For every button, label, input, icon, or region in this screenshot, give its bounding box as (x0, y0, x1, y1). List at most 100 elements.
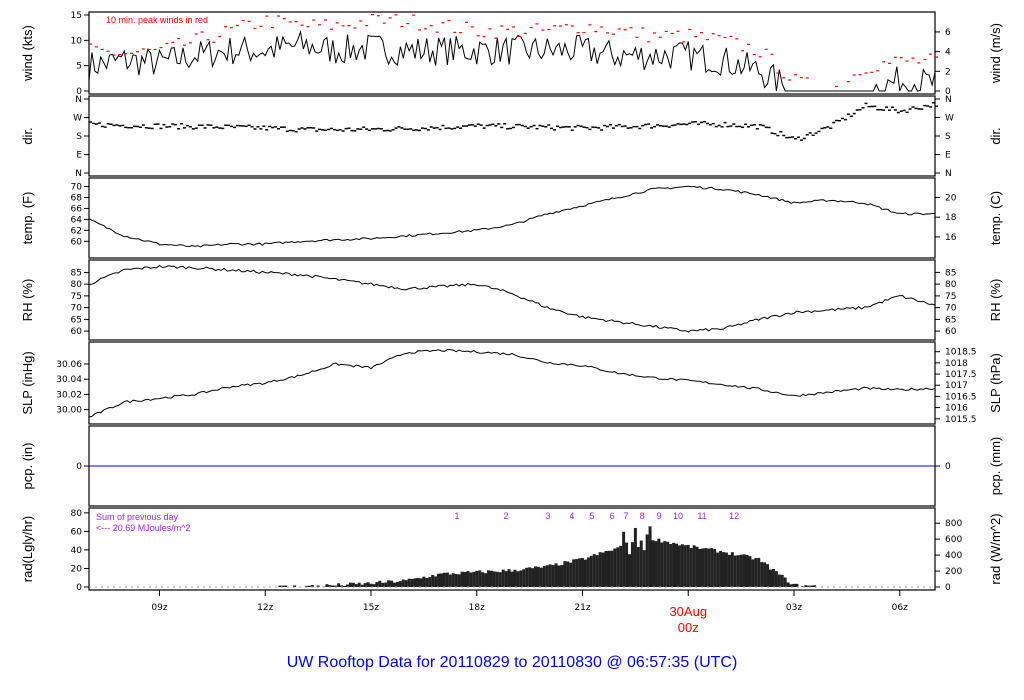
gust-point (488, 28, 492, 30)
y-tick-label-right: 65 (945, 315, 956, 325)
dir-point (388, 130, 392, 132)
dir-point (500, 126, 504, 129)
dir-point (353, 130, 357, 132)
dir-point (600, 129, 604, 131)
y-tick-label: 20 (71, 564, 83, 574)
dir-point (441, 124, 445, 127)
dir-point (773, 132, 777, 135)
dir-point (920, 108, 924, 110)
y-axis-label-right: dir. (988, 127, 1003, 144)
gust-point (588, 24, 592, 26)
dir-point (820, 127, 824, 130)
y-tick-label-right: 85 (945, 268, 956, 278)
solar-hour-mark: 5 (590, 511, 595, 521)
gust-point (776, 72, 780, 74)
y-axis-label: SLP (inHg) (20, 351, 35, 414)
gust-point (670, 32, 674, 35)
dir-point (485, 124, 489, 127)
gust-point (482, 36, 486, 38)
y-tick-label-right: W (945, 114, 954, 124)
gust-point (512, 26, 515, 28)
dir-point (914, 107, 918, 110)
gust-point (324, 19, 327, 21)
dir-point (676, 123, 680, 125)
dir-point (350, 129, 354, 132)
dir-point (532, 124, 536, 127)
panel-frame (88, 259, 936, 341)
dir-point (112, 124, 116, 127)
y-axis-label: wind (kts) (20, 25, 35, 82)
dir-point (115, 124, 119, 126)
gust-point (147, 48, 151, 51)
panel-pcp: pcp. (in) pcp. (mm) 0 0 (20, 425, 1003, 507)
gust-point (259, 25, 263, 27)
dir-point (321, 129, 325, 131)
dir-point (479, 124, 483, 126)
gust-point (647, 41, 651, 43)
gust-point (341, 25, 345, 27)
dir-point (632, 125, 636, 128)
gust-point (764, 48, 768, 50)
gust-point (794, 74, 797, 76)
dir-point (835, 119, 839, 122)
dir-point (885, 106, 889, 108)
dir-point (782, 134, 786, 137)
gust-point (876, 70, 880, 72)
dir-point (191, 128, 195, 130)
dir-point (758, 124, 762, 126)
dir-point (553, 129, 557, 131)
dir-point (608, 123, 612, 126)
dir-point (594, 126, 598, 129)
dir-point (838, 119, 842, 122)
dir-point (509, 127, 513, 130)
solar-hour-mark: 10 (673, 511, 683, 521)
dir-point (462, 125, 466, 127)
slp-series-line (88, 348, 936, 418)
dir-point (180, 123, 184, 125)
gust-point (459, 32, 463, 34)
dir-point (438, 128, 442, 131)
gust-point (864, 72, 868, 74)
y-axis-label-right: rad (W/m^2) (988, 513, 1003, 584)
dir-point (697, 123, 701, 126)
solar-hour-mark: 11 (697, 511, 706, 521)
dir-point (230, 125, 233, 128)
y-tick-label-right: 75 (945, 292, 956, 302)
dir-point (300, 127, 304, 129)
dir-point (124, 126, 128, 129)
gust-point (153, 48, 157, 51)
y-tick-label: 85 (71, 268, 82, 278)
gust-point (347, 25, 351, 27)
dir-point (905, 111, 909, 114)
gust-point (388, 17, 392, 19)
y-tick-label: 65 (71, 315, 82, 325)
dir-point (206, 124, 210, 126)
dir-point (482, 127, 486, 129)
dir-point (459, 127, 463, 129)
gust-point (382, 22, 386, 24)
dir-point (893, 109, 897, 111)
dir-point (714, 125, 718, 128)
y-tick-label-right: 0 (945, 462, 951, 472)
y-tick-label-right: N (945, 169, 952, 179)
dir-point (520, 124, 524, 127)
dir-point (347, 127, 351, 129)
gust-point (682, 41, 686, 43)
dir-point (767, 126, 771, 129)
dir-point (785, 136, 789, 139)
dir-point (717, 124, 721, 127)
y-tick-label: 70 (71, 182, 83, 192)
y-tick-label: 10 (71, 36, 83, 46)
dir-point (529, 125, 533, 128)
y-tick-label-right: 60 (945, 327, 957, 337)
wind-series-line (88, 30, 936, 92)
dir-point (147, 127, 151, 129)
gust-point (329, 28, 333, 30)
gust-point (846, 81, 850, 83)
panel-rad: rad(Lgly/hr) rad (W/m^2)02040608002004006… (20, 507, 1003, 593)
dir-point (876, 108, 880, 111)
gust-point (447, 19, 451, 22)
